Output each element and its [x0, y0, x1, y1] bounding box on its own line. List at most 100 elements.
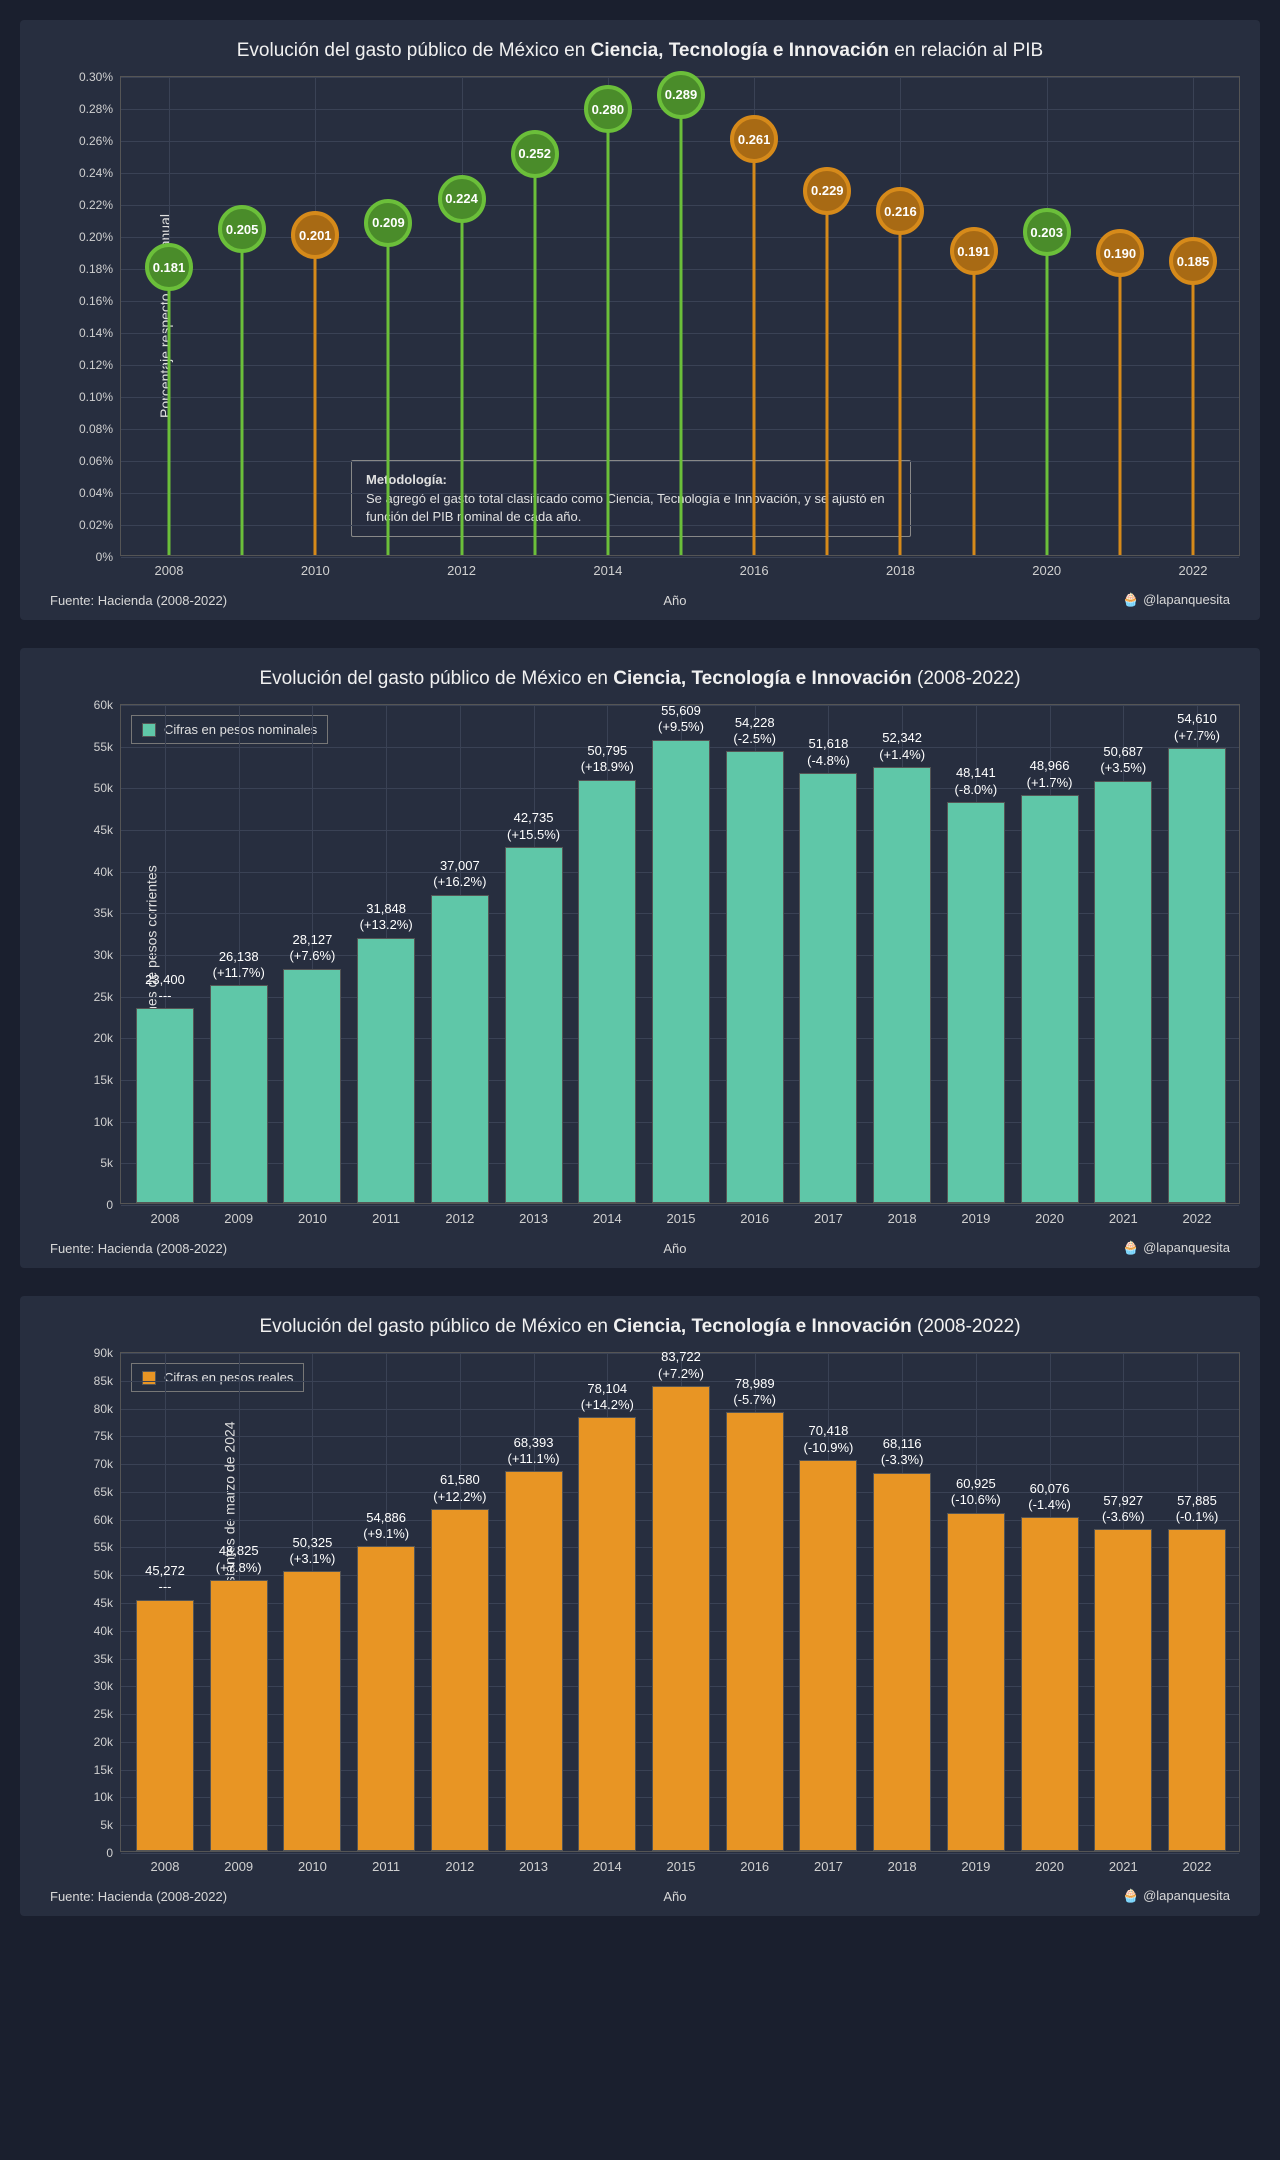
lollipop-marker: 0.190	[1096, 229, 1144, 277]
lollipop-marker: 0.201	[291, 211, 339, 259]
bar-label: 31,848(+13.2%)	[360, 901, 413, 934]
y-tick-label: 80k	[94, 1402, 121, 1416]
plot-area: Millones de pesos a precios constantes d…	[120, 1352, 1240, 1852]
bar	[505, 1471, 563, 1851]
lollipop-marker: 0.280	[584, 85, 632, 133]
bar-label: 50,325(+3.1%)	[289, 1535, 335, 1568]
lollipop-stem	[1045, 230, 1048, 555]
bar-label: 54,886(+9.1%)	[363, 1510, 409, 1543]
x-tick-label: 2016	[740, 1203, 769, 1226]
bar	[1168, 748, 1226, 1203]
lollipop-marker: 0.229	[803, 167, 851, 215]
x-tick-label: 2022	[1179, 555, 1208, 578]
cupcake-icon: 🧁	[1123, 1888, 1139, 1903]
lollipop-chart: Evolución del gasto público de México en…	[20, 20, 1260, 620]
bar	[505, 847, 563, 1203]
lollipop-marker: 0.224	[438, 175, 486, 223]
bar	[799, 773, 857, 1203]
x-tick-label: 2010	[298, 1203, 327, 1226]
y-tick-label: 75k	[94, 1429, 121, 1443]
bar	[210, 1580, 268, 1851]
x-tick-label: 2016	[740, 555, 769, 578]
y-tick-label: 0.12%	[79, 358, 121, 372]
bar	[1168, 1529, 1226, 1851]
bar-label: 57,885(-0.1%)	[1176, 1493, 1219, 1526]
lollipop-marker: 0.191	[950, 227, 998, 275]
y-tick-label: 55k	[94, 1540, 121, 1554]
bar-label: 23,400---	[145, 972, 185, 1005]
chart-footer: Fuente: Hacienda (2008-2022) Año 🧁@lapan…	[50, 592, 1230, 608]
x-tick-label: 2009	[224, 1203, 253, 1226]
x-tick-label: 2013	[519, 1851, 548, 1874]
y-tick-label: 70k	[94, 1457, 121, 1471]
lollipop-marker: 0.185	[1169, 237, 1217, 285]
y-tick-label: 50k	[94, 781, 121, 795]
x-tick-label: 2019	[961, 1851, 990, 1874]
cupcake-icon: 🧁	[1123, 592, 1139, 607]
lollipop-stem	[460, 197, 463, 555]
lollipop-stem	[533, 152, 536, 555]
lollipop-marker: 0.203	[1023, 208, 1071, 256]
bar-label: 60,925(-10.6%)	[951, 1476, 1001, 1509]
x-tick-label: 2021	[1109, 1851, 1138, 1874]
source-text: Fuente: Hacienda (2008-2022)	[50, 593, 227, 608]
bar	[873, 767, 931, 1203]
credit: 🧁@lapanquesita	[1123, 1888, 1230, 1904]
x-tick-label: 2012	[445, 1851, 474, 1874]
lollipop-stem	[241, 227, 244, 555]
bar-label: 68,393(+11.1%)	[507, 1435, 559, 1468]
x-tick-label: 2021	[1109, 1203, 1138, 1226]
bar-label: 48,825(+7.8%)	[216, 1543, 262, 1576]
bar-label: 78,104(+14.2%)	[581, 1381, 634, 1414]
bar-label: 61,580(+12.2%)	[433, 1472, 486, 1505]
bar	[1094, 1529, 1152, 1851]
y-tick-label: 65k	[94, 1485, 121, 1499]
x-axis-title: Año	[227, 1889, 1123, 1904]
bar	[799, 1460, 857, 1851]
x-tick-label: 2010	[301, 555, 330, 578]
bar-label: 28,127(+7.6%)	[289, 932, 335, 965]
lollipop-stem	[753, 137, 756, 555]
bar-label: 48,141(-8.0%)	[955, 765, 998, 798]
y-tick-label: 5k	[100, 1818, 121, 1832]
y-tick-label: 15k	[94, 1073, 121, 1087]
x-tick-label: 2018	[888, 1203, 917, 1226]
credit: 🧁@lapanquesita	[1123, 1240, 1230, 1256]
bar	[283, 969, 341, 1203]
bar	[357, 1546, 415, 1851]
x-tick-label: 2020	[1035, 1203, 1064, 1226]
x-tick-label: 2015	[667, 1851, 696, 1874]
x-tick-label: 2018	[888, 1851, 917, 1874]
bar	[652, 1386, 710, 1851]
y-tick-label: 40k	[94, 1624, 121, 1638]
bar-label: 57,927(-3.6%)	[1102, 1493, 1145, 1526]
lollipop-stem	[1118, 251, 1121, 555]
lollipop-stem	[1192, 259, 1195, 555]
plot-area: Millones de pesos corrientes Cifras en p…	[120, 704, 1240, 1204]
y-tick-label: 0.28%	[79, 102, 121, 116]
bar	[357, 938, 415, 1203]
x-tick-label: 2013	[519, 1203, 548, 1226]
y-tick-label: 0.22%	[79, 198, 121, 212]
x-tick-label: 2014	[593, 1203, 622, 1226]
lollipop-stem	[899, 209, 902, 555]
bar	[1094, 781, 1152, 1203]
bar-label: 60,076(-1.4%)	[1028, 1481, 1071, 1514]
bar	[726, 751, 784, 1203]
x-tick-label: 2017	[814, 1203, 843, 1226]
source-text: Fuente: Hacienda (2008-2022)	[50, 1889, 227, 1904]
x-tick-label: 2012	[445, 1203, 474, 1226]
x-tick-label: 2019	[961, 1203, 990, 1226]
bar	[210, 985, 268, 1203]
y-tick-label: 0.02%	[79, 518, 121, 532]
x-tick-label: 2022	[1183, 1203, 1212, 1226]
lollipop-marker: 0.261	[730, 115, 778, 163]
bar-label: 42,735(+15.5%)	[507, 810, 560, 843]
x-tick-label: 2016	[740, 1851, 769, 1874]
legend: Cifras en pesos nominales	[131, 715, 328, 744]
y-tick-label: 20k	[94, 1031, 121, 1045]
lollipop-stem	[972, 249, 975, 555]
y-tick-label: 0.08%	[79, 422, 121, 436]
y-tick-label: 20k	[94, 1735, 121, 1749]
y-tick-label: 0.26%	[79, 134, 121, 148]
